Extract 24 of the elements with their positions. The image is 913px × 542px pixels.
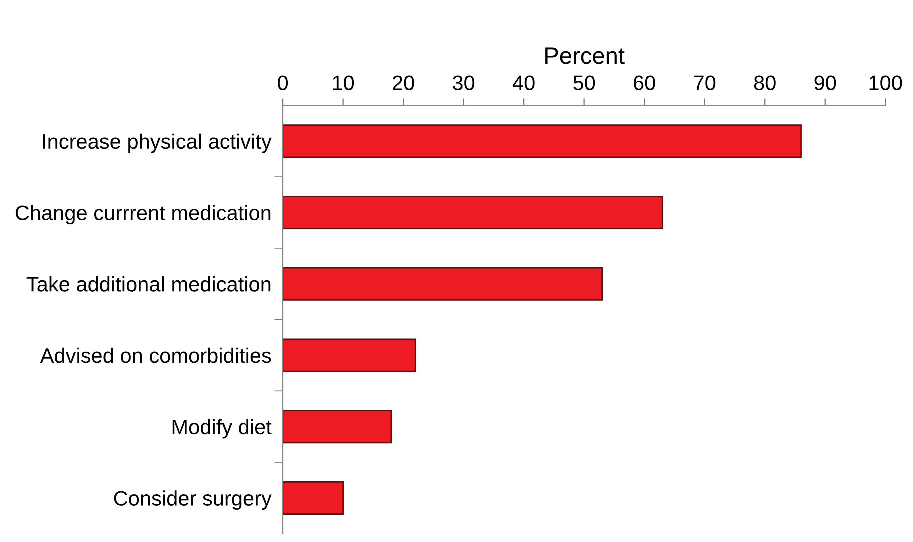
bar (283, 267, 604, 301)
x-tick-label: 10 (333, 76, 354, 90)
y-tick-label: Increase physical activity (43, 134, 272, 154)
x-tick-label: 80 (754, 76, 776, 90)
bar (283, 338, 416, 372)
x-tick-label: 30 (453, 76, 475, 90)
x-tick-label: 90 (814, 76, 836, 90)
y-tick-label: Advised on comorbidities (40, 348, 272, 364)
bar (283, 481, 344, 515)
x-tick-label: 40 (512, 76, 535, 90)
y-tick-label: Change currrent medication (16, 205, 271, 225)
y-tick-label: Modify diet (172, 419, 272, 439)
bar (283, 124, 802, 158)
y-tick-label: Take additional medication (26, 276, 271, 292)
x-tick-label: 70 (694, 76, 716, 90)
x-tick-label: 0 (278, 76, 288, 90)
bar (283, 410, 392, 444)
x-tick-label: 50 (574, 76, 596, 90)
x-axis-title: Percent (546, 48, 625, 64)
x-tick-label: 60 (634, 76, 656, 90)
x-tick-label: 20 (393, 76, 414, 90)
bar (283, 196, 664, 230)
y-tick-label: Consider surgery (114, 490, 272, 510)
x-tick-label: 100 (870, 76, 902, 90)
